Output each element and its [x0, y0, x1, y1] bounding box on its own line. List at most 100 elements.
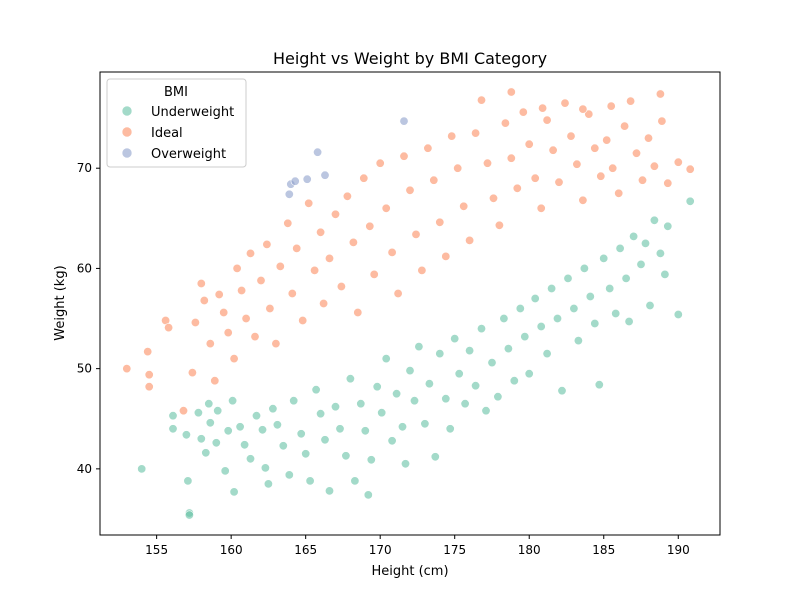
point-ideal [441, 251, 451, 261]
point-ideal [536, 203, 546, 213]
point-ideal [190, 317, 200, 327]
y-tick-label: 70 [77, 161, 92, 175]
point-ideal [219, 307, 229, 317]
point-ideal [447, 131, 457, 141]
point-underweight [629, 231, 639, 241]
point-ideal [518, 107, 528, 117]
point-underweight [228, 396, 238, 406]
point-overweight [320, 170, 330, 180]
point-underweight [579, 263, 589, 273]
point-underweight [542, 349, 552, 359]
point-underweight [196, 434, 206, 444]
point-underweight [223, 426, 233, 436]
point-ideal [214, 289, 224, 299]
point-underweight [481, 406, 491, 416]
point-ideal [626, 96, 636, 106]
point-ideal [578, 195, 588, 205]
point-ideal [232, 263, 242, 273]
x-tick-label: 180 [518, 543, 541, 557]
point-underweight [524, 369, 534, 379]
point-overweight [399, 116, 409, 126]
point-underweight [220, 466, 230, 476]
point-underweight [193, 408, 203, 418]
legend-label-ideal: Ideal [151, 126, 183, 141]
point-underweight [387, 436, 397, 446]
y-tick-label: 40 [77, 462, 92, 476]
point-ideal [298, 315, 308, 325]
point-ideal [471, 128, 481, 138]
point-underweight [201, 448, 211, 458]
point-ideal [524, 139, 534, 149]
point-ideal [506, 153, 516, 163]
point-underweight [211, 438, 221, 448]
point-underweight [360, 426, 370, 436]
point-underweight [585, 291, 595, 301]
point-underweight [590, 318, 600, 328]
point-underweight [547, 283, 557, 293]
point-underweight [381, 354, 391, 364]
point-underweight [471, 381, 481, 391]
point-ideal [348, 237, 358, 247]
point-underweight [420, 419, 430, 429]
point-ideal [399, 151, 409, 161]
legend-title: BMI [164, 85, 188, 100]
point-underweight [569, 303, 579, 313]
point-ideal [459, 201, 469, 211]
point-underweight [184, 510, 194, 520]
point-ideal [381, 203, 391, 213]
point-ideal [196, 278, 206, 288]
point-underweight [503, 344, 513, 354]
point-underweight [450, 334, 460, 344]
point-ideal [179, 406, 189, 416]
point-ideal [417, 265, 427, 275]
x-axis-ticks: 155 160 165 170 175 180 185 190 [145, 535, 690, 557]
point-ideal [275, 261, 285, 271]
point-underweight [181, 430, 191, 440]
point-ideal [359, 173, 369, 183]
point-underweight [621, 273, 631, 283]
point-underweight [311, 385, 321, 395]
point-ideal [584, 109, 594, 119]
point-ideal [572, 159, 582, 169]
point-overweight [284, 189, 294, 199]
point-ideal [143, 347, 153, 357]
y-axis-ticks: 40 50 60 70 [77, 161, 100, 476]
point-ideal [369, 269, 379, 279]
point-underweight [552, 313, 562, 323]
point-ideal [246, 248, 256, 258]
point-underweight [392, 389, 402, 399]
point-ideal [657, 116, 667, 126]
point-underweight [563, 273, 573, 283]
point-underweight [350, 476, 360, 486]
x-tick-label: 190 [667, 543, 690, 557]
point-ideal [287, 288, 297, 298]
point-underweight [599, 253, 609, 263]
point-ideal [429, 175, 439, 185]
point-underweight [557, 386, 567, 396]
point-ideal [122, 364, 132, 374]
point-underweight [356, 399, 366, 409]
legend-marker-overweight [121, 147, 133, 159]
point-ideal [530, 173, 540, 183]
point-underweight [573, 336, 583, 346]
point-ideal [144, 382, 154, 392]
point-ideal [482, 158, 492, 168]
point-ideal [578, 104, 588, 114]
point-underweight [324, 486, 334, 496]
point-underweight [605, 283, 615, 293]
point-underweight [673, 309, 683, 319]
point-underweight [611, 308, 621, 318]
point-ideal [566, 131, 576, 141]
point-ideal [316, 227, 326, 237]
point-underweight [268, 404, 278, 414]
point-underweight [430, 452, 440, 462]
point-underweight [252, 411, 262, 421]
point-underweight [460, 399, 470, 409]
y-axis-label: Weight (kg) [53, 265, 68, 340]
legend-box [106, 78, 247, 168]
x-tick-label: 160 [220, 543, 243, 557]
point-ideal [542, 115, 552, 125]
point-underweight [515, 303, 525, 313]
legend-marker-ideal [121, 126, 133, 138]
point-underweight [301, 449, 311, 459]
